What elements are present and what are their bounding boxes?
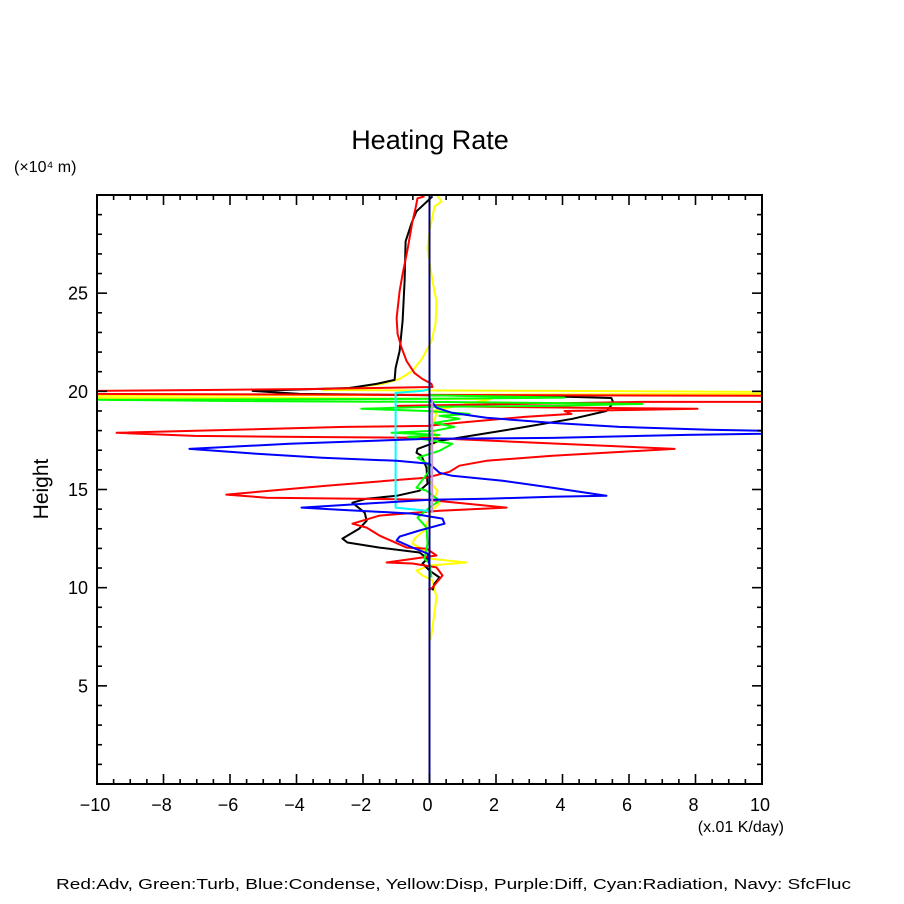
x-tick-label: 8 bbox=[688, 795, 698, 815]
x-tick-label: 6 bbox=[622, 795, 632, 815]
x-tick-label: −4 bbox=[284, 795, 305, 815]
y-tick-label: 15 bbox=[68, 480, 88, 500]
x-tick-label: −2 bbox=[351, 795, 372, 815]
y-axis-label: Height bbox=[30, 458, 53, 519]
x-unit-label: (x.01 K/day) bbox=[698, 819, 784, 836]
y-tick-label: 20 bbox=[68, 382, 88, 402]
series-line-condense bbox=[188, 196, 763, 566]
chart-title: Heating Rate bbox=[351, 125, 509, 155]
y-tick-label: 5 bbox=[78, 676, 88, 696]
x-tick-label: −8 bbox=[151, 795, 172, 815]
x-tick-label: −10 bbox=[80, 795, 111, 815]
x-tick-label: 10 bbox=[750, 795, 770, 815]
y-unit-label: (×10⁴ m) bbox=[14, 159, 76, 176]
y-tick-label: 10 bbox=[68, 578, 88, 598]
x-tick-label: 0 bbox=[422, 795, 432, 815]
x-tick-label: 2 bbox=[489, 795, 499, 815]
tick-labels: −10 −8 −6 −4 −2 0 2 4 6 8 10 5 10 15 20 25 bbox=[68, 284, 770, 815]
series-line-radiation bbox=[394, 388, 431, 514]
series-line-adv bbox=[96, 195, 763, 592]
legend-caption: Red:Adv, Green:Turb, Blue:Condense, Yell… bbox=[56, 876, 852, 893]
x-tick-label: −6 bbox=[218, 795, 239, 815]
x-tick-label: 4 bbox=[555, 795, 565, 815]
plot-frame bbox=[96, 194, 763, 785]
series-line-black-unlabeled bbox=[251, 195, 615, 591]
series-lines bbox=[96, 194, 763, 784]
y-tick-label: 25 bbox=[68, 284, 88, 304]
